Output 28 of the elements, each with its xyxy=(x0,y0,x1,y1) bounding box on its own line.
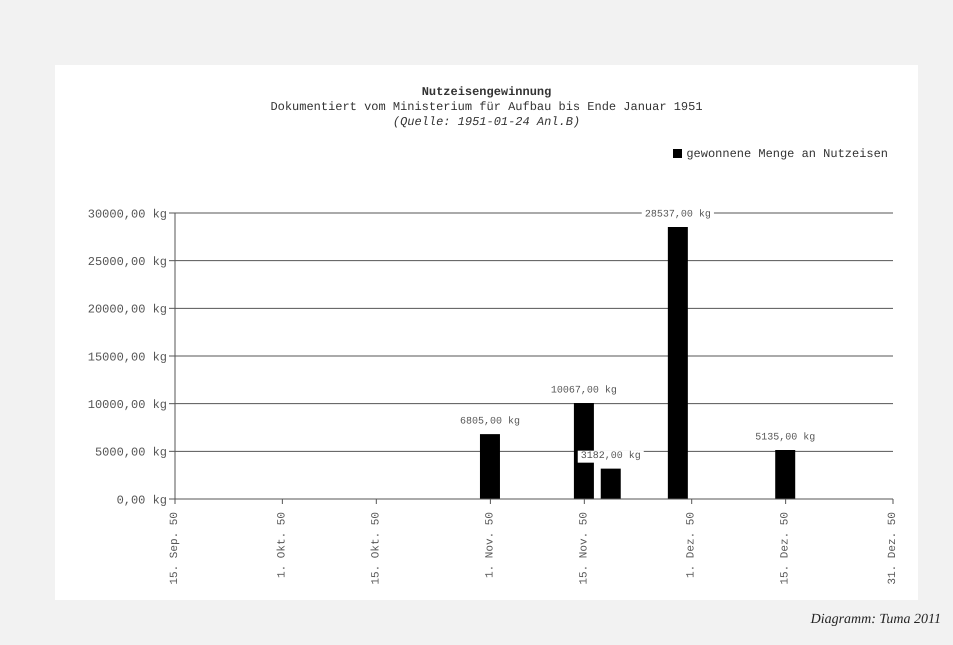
x-tick-label: 1. Okt. 50 xyxy=(276,512,288,578)
x-tick-label: 1. Dez. 50 xyxy=(686,512,698,578)
bar xyxy=(775,450,796,499)
data-label: 5135,00 kg xyxy=(755,432,816,444)
y-tick-label: 30000,00 kg xyxy=(88,207,167,222)
bar xyxy=(668,226,688,499)
legend-label: gewonnene Menge an Nutzeisen xyxy=(686,147,888,161)
y-tick-label: 0,00 kg xyxy=(116,493,167,508)
x-tick-label: 1. Nov. 50 xyxy=(484,512,496,578)
chart-title: Nutzeisengewinnung xyxy=(420,85,552,100)
y-tick-label: 25000,00 kg xyxy=(88,254,167,269)
chart-subtitle: Dokumentiert vom Ministerium für Aufbau bis Ende Januar 1951 (Quelle: 1951-01-24 Anl.B) xyxy=(269,100,704,130)
bar xyxy=(600,468,621,499)
text: Diagramm: Tuma 2011 xyxy=(810,612,941,628)
y-tick-label: 15000,00 kg xyxy=(88,350,167,364)
x-tick-label: 31. Dez. 50 xyxy=(887,512,899,585)
y-tick-label: 20000,00 kg xyxy=(88,302,167,317)
y-tick-label: 5000,00 kg xyxy=(94,446,167,460)
x-tick-label: 15. Sep. 50 xyxy=(169,512,181,585)
y-tick-label: 10000,00 kg xyxy=(88,398,167,412)
x-tick-label: 15. Nov. 50 xyxy=(578,512,590,585)
data-label: 6805,00 kg xyxy=(460,416,520,428)
data-label: 10067,00 kg xyxy=(550,384,617,397)
data-label: 3182,00 kg xyxy=(580,450,641,462)
x-tick-label: 15. Dez. 50 xyxy=(780,512,792,585)
x-tick-label: 15. Okt. 50 xyxy=(370,512,382,585)
data-label: 28537,00 kg xyxy=(644,208,711,220)
bar xyxy=(480,434,500,499)
